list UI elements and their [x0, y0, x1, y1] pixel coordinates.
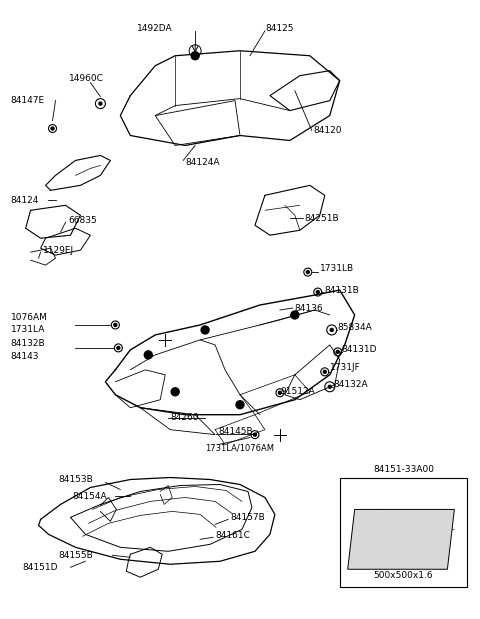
Text: 84131D: 84131D: [342, 345, 377, 355]
Text: 84132B: 84132B: [11, 339, 45, 348]
Circle shape: [117, 347, 120, 349]
Circle shape: [306, 271, 309, 274]
Circle shape: [201, 326, 209, 334]
Circle shape: [291, 311, 299, 319]
Circle shape: [316, 290, 319, 293]
Text: 1731JF: 1731JF: [330, 363, 360, 373]
Text: 1731LA/1076AM: 1731LA/1076AM: [205, 443, 274, 452]
Text: 84124A: 84124A: [185, 158, 220, 167]
Text: 91512A: 91512A: [280, 387, 314, 396]
Circle shape: [236, 400, 244, 409]
Circle shape: [278, 391, 281, 394]
Text: 84161C: 84161C: [215, 531, 250, 540]
Circle shape: [191, 52, 199, 59]
Text: 85834A: 85834A: [338, 324, 372, 332]
Text: 84120: 84120: [314, 126, 342, 135]
Text: 84145B: 84145B: [218, 427, 252, 436]
Circle shape: [336, 350, 339, 353]
Text: 1731LA: 1731LA: [11, 326, 45, 334]
Text: 66835: 66835: [69, 216, 97, 225]
Text: 84124: 84124: [11, 196, 39, 205]
Text: 1492DA: 1492DA: [137, 24, 173, 33]
Text: 14960C: 14960C: [69, 74, 103, 83]
Text: 84151-33A00: 84151-33A00: [373, 465, 434, 474]
Text: 84154A: 84154A: [72, 492, 107, 501]
Circle shape: [323, 370, 326, 373]
Polygon shape: [348, 509, 455, 569]
Text: 84147E: 84147E: [11, 96, 45, 105]
Circle shape: [144, 351, 152, 359]
Text: 84260: 84260: [170, 413, 199, 422]
Circle shape: [114, 324, 117, 326]
Text: 84136: 84136: [295, 303, 324, 313]
Text: 84155B: 84155B: [59, 551, 93, 560]
Text: 84153B: 84153B: [59, 475, 93, 484]
Circle shape: [328, 385, 331, 388]
Text: 84143: 84143: [11, 352, 39, 361]
Text: 500x500x1.6: 500x500x1.6: [374, 571, 433, 580]
Text: 84132A: 84132A: [334, 380, 368, 389]
Text: 84151D: 84151D: [23, 563, 58, 572]
Text: 84131B: 84131B: [325, 285, 360, 295]
Text: 84157B: 84157B: [230, 513, 265, 522]
Text: 84125: 84125: [265, 24, 293, 33]
Circle shape: [99, 102, 102, 105]
Bar: [340, 477, 468, 587]
Circle shape: [171, 387, 179, 396]
Circle shape: [253, 433, 256, 436]
Circle shape: [51, 127, 54, 130]
Text: 1129EJ: 1129EJ: [43, 246, 74, 254]
Text: 1076AM: 1076AM: [11, 313, 48, 322]
Text: 1731LB: 1731LB: [320, 264, 354, 272]
Text: 84251B: 84251B: [305, 214, 339, 223]
Circle shape: [330, 329, 333, 331]
